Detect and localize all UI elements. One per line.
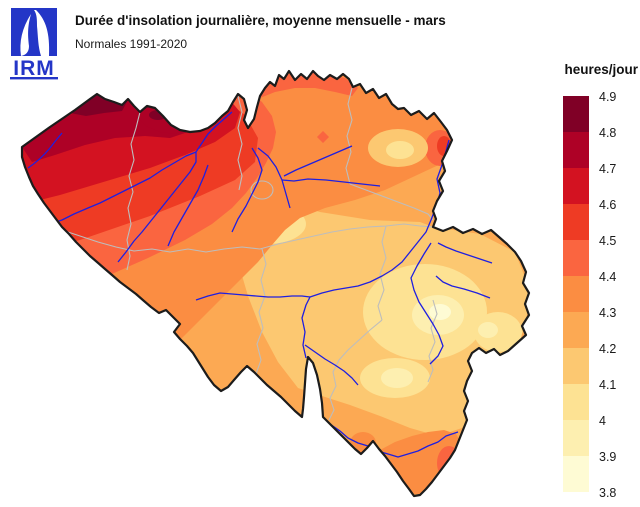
page-title: Durée d'insolation journalière, moyenne … — [75, 13, 446, 28]
legend-swatch — [563, 384, 589, 420]
legend-tick: 4.1 — [599, 378, 616, 392]
legend-tick: 4.9 — [599, 90, 616, 104]
legend-tick: 4.8 — [599, 126, 616, 140]
legend-tick: 4.6 — [599, 198, 616, 212]
rivers — [27, 111, 493, 458]
legend-tick: 4.2 — [599, 342, 616, 356]
band-campine-core — [386, 141, 414, 159]
legend-swatch — [563, 168, 589, 204]
legend: heures/jour 4.9 4.8 4.7 4.6 4.5 — [563, 62, 639, 500]
legend-colorbar — [563, 96, 589, 492]
legend-swatch — [563, 204, 589, 240]
legend-tick-labels: 4.9 4.8 4.7 4.6 4.5 4.4 4.3 4.2 4.1 4 3.… — [599, 90, 616, 500]
legend-tick: 4.7 — [599, 162, 616, 176]
belgium-outline — [20, 69, 531, 498]
legend-swatch — [563, 240, 589, 276]
page-subtitle: Normales 1991-2020 — [75, 37, 188, 51]
legend-tick: 3.9 — [599, 450, 616, 464]
band-3_9-4_0 — [246, 223, 498, 388]
legend-tick: 4.5 — [599, 234, 616, 248]
legend-tick: 4.3 — [599, 306, 616, 320]
legend-swatch — [563, 420, 589, 456]
legend-swatch — [563, 348, 589, 384]
legend-swatch — [563, 276, 589, 312]
legend-tick: 4.4 — [599, 270, 616, 284]
map-fill-layers — [22, 71, 529, 496]
legend-swatch — [563, 132, 589, 168]
legend-swatch — [563, 96, 589, 132]
legend-tick: 4 — [599, 414, 606, 428]
legend-swatch — [563, 312, 589, 348]
band-3_8-3_9 — [429, 304, 451, 320]
legend-title: heures/jour — [564, 62, 638, 77]
legend-swatch — [563, 456, 589, 492]
legend-tick: 3.8 — [599, 486, 616, 500]
band-campine-dot — [317, 131, 329, 143]
